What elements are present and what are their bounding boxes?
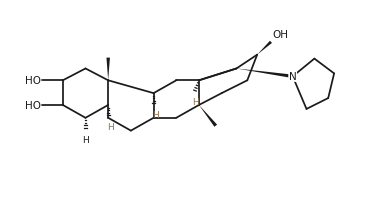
Text: OH: OH: [272, 30, 288, 40]
Text: H: H: [82, 135, 89, 144]
Polygon shape: [257, 42, 272, 55]
Polygon shape: [199, 105, 217, 127]
Polygon shape: [236, 69, 293, 79]
Text: H: H: [152, 110, 159, 119]
Text: HO: HO: [25, 76, 41, 86]
Text: N: N: [289, 72, 297, 82]
Polygon shape: [107, 58, 110, 81]
Text: HO: HO: [25, 101, 41, 110]
Text: H: H: [107, 122, 114, 131]
Text: H: H: [192, 98, 200, 107]
